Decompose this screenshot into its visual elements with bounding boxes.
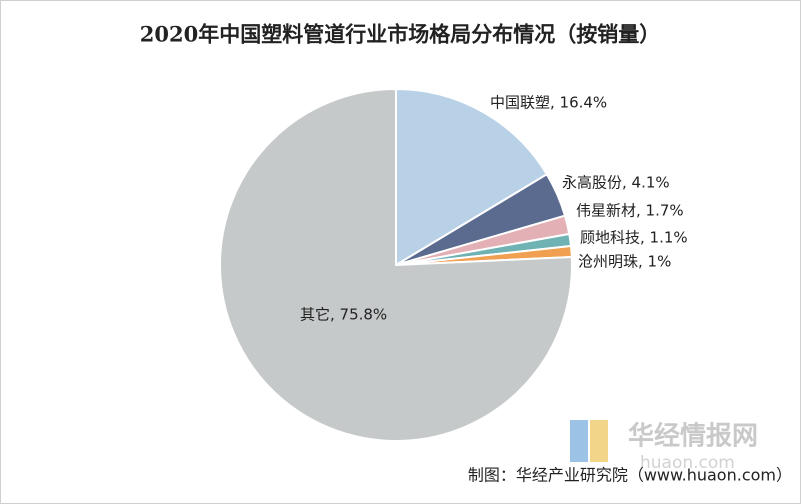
data-label: 顾地科技, 1.1% (580, 229, 688, 247)
pie-slice (219, 87, 573, 442)
watermark-text: 华经情报网 (628, 421, 758, 452)
watermark: 华经情报网 huaon.com (570, 420, 758, 473)
data-label: 中国联塑, 16.4% (490, 94, 607, 112)
watermark-sub: huaon.com (640, 453, 735, 473)
watermark-logo (590, 420, 608, 462)
watermark-logo (570, 420, 588, 462)
source-note: 制图：华经产业研究院（www.huaon.com） (468, 466, 792, 485)
data-label: 伟星新材, 1.7% (576, 202, 684, 220)
pie-slice (395, 87, 549, 267)
chart-title: 2020年中国塑料管道行业市场格局分布情况（按销量） (140, 22, 660, 47)
data-label: 永高股份, 4.1% (562, 174, 670, 192)
data-label: 沧州明珠, 1% (578, 253, 671, 271)
data-label: 其它, 75.8% (300, 306, 387, 324)
